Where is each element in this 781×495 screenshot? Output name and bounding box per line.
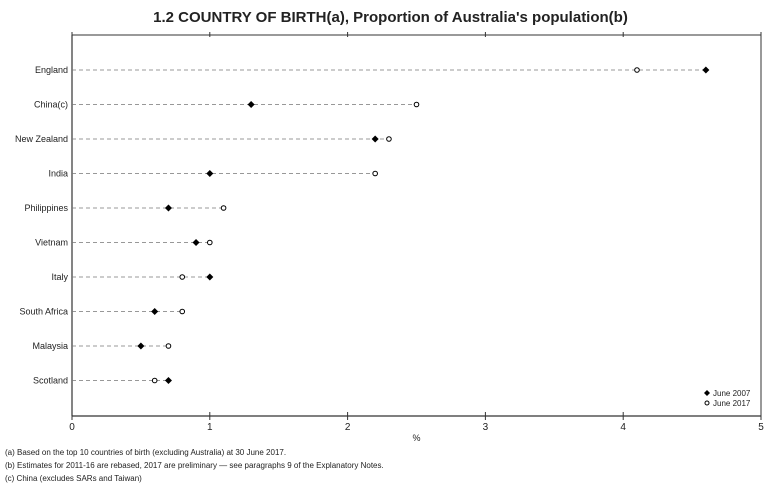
point-2007: [164, 377, 172, 384]
point-2007: [206, 170, 214, 177]
point-2007: [247, 101, 255, 108]
point-2007: [206, 273, 214, 281]
legend-label: June 2007: [713, 389, 751, 398]
category-label: Philippines: [24, 203, 68, 213]
legend-marker-2017: [704, 400, 710, 406]
x-tick-label: 4: [620, 422, 626, 433]
point-2007: [702, 66, 710, 74]
point-2017: [179, 308, 186, 315]
point-2007: [164, 204, 172, 212]
category-label: India: [48, 169, 68, 179]
category-label: Vietnam: [35, 238, 68, 248]
point-2017: [151, 377, 158, 384]
category-label: England: [35, 65, 68, 75]
point-2007: [371, 135, 379, 143]
point-2007: [151, 308, 159, 315]
footnote-b: (b) Estimates for 2011-16 are rebased, 2…: [5, 461, 384, 470]
point-2017: [207, 239, 213, 246]
point-2017: [179, 274, 186, 280]
legend-marker-2007: [704, 390, 710, 396]
x-tick-label: 3: [483, 422, 489, 433]
category-label: Scotland: [33, 376, 68, 386]
x-axis-label: %: [412, 433, 420, 443]
category-label: Malaysia: [32, 341, 68, 351]
x-tick-label: 2: [345, 422, 351, 433]
category-label: China(c): [34, 100, 68, 110]
legend-label: June 2017: [713, 399, 751, 408]
footnote-a: (a) Based on the top 10 countries of bir…: [5, 448, 287, 457]
category-label: New Zealand: [15, 134, 68, 144]
x-tick-label: 0: [69, 422, 75, 433]
point-2017: [413, 101, 420, 108]
point-2017: [634, 67, 640, 73]
x-tick-label: 5: [758, 422, 764, 433]
point-2017: [386, 136, 392, 142]
category-label: South Africa: [19, 307, 68, 317]
chart-title: 1.2 COUNTRY OF BIRTH(a), Proportion of A…: [153, 9, 628, 26]
point-2017: [220, 205, 227, 211]
point-2017: [165, 343, 172, 349]
x-tick-label: 1: [207, 422, 213, 433]
footnote-c: (c) China (excludes SARs and Taiwan): [5, 474, 142, 483]
point-2007: [137, 342, 145, 350]
point-2007: [192, 239, 200, 246]
point-2017: [372, 170, 378, 177]
category-label: Italy: [51, 272, 68, 282]
